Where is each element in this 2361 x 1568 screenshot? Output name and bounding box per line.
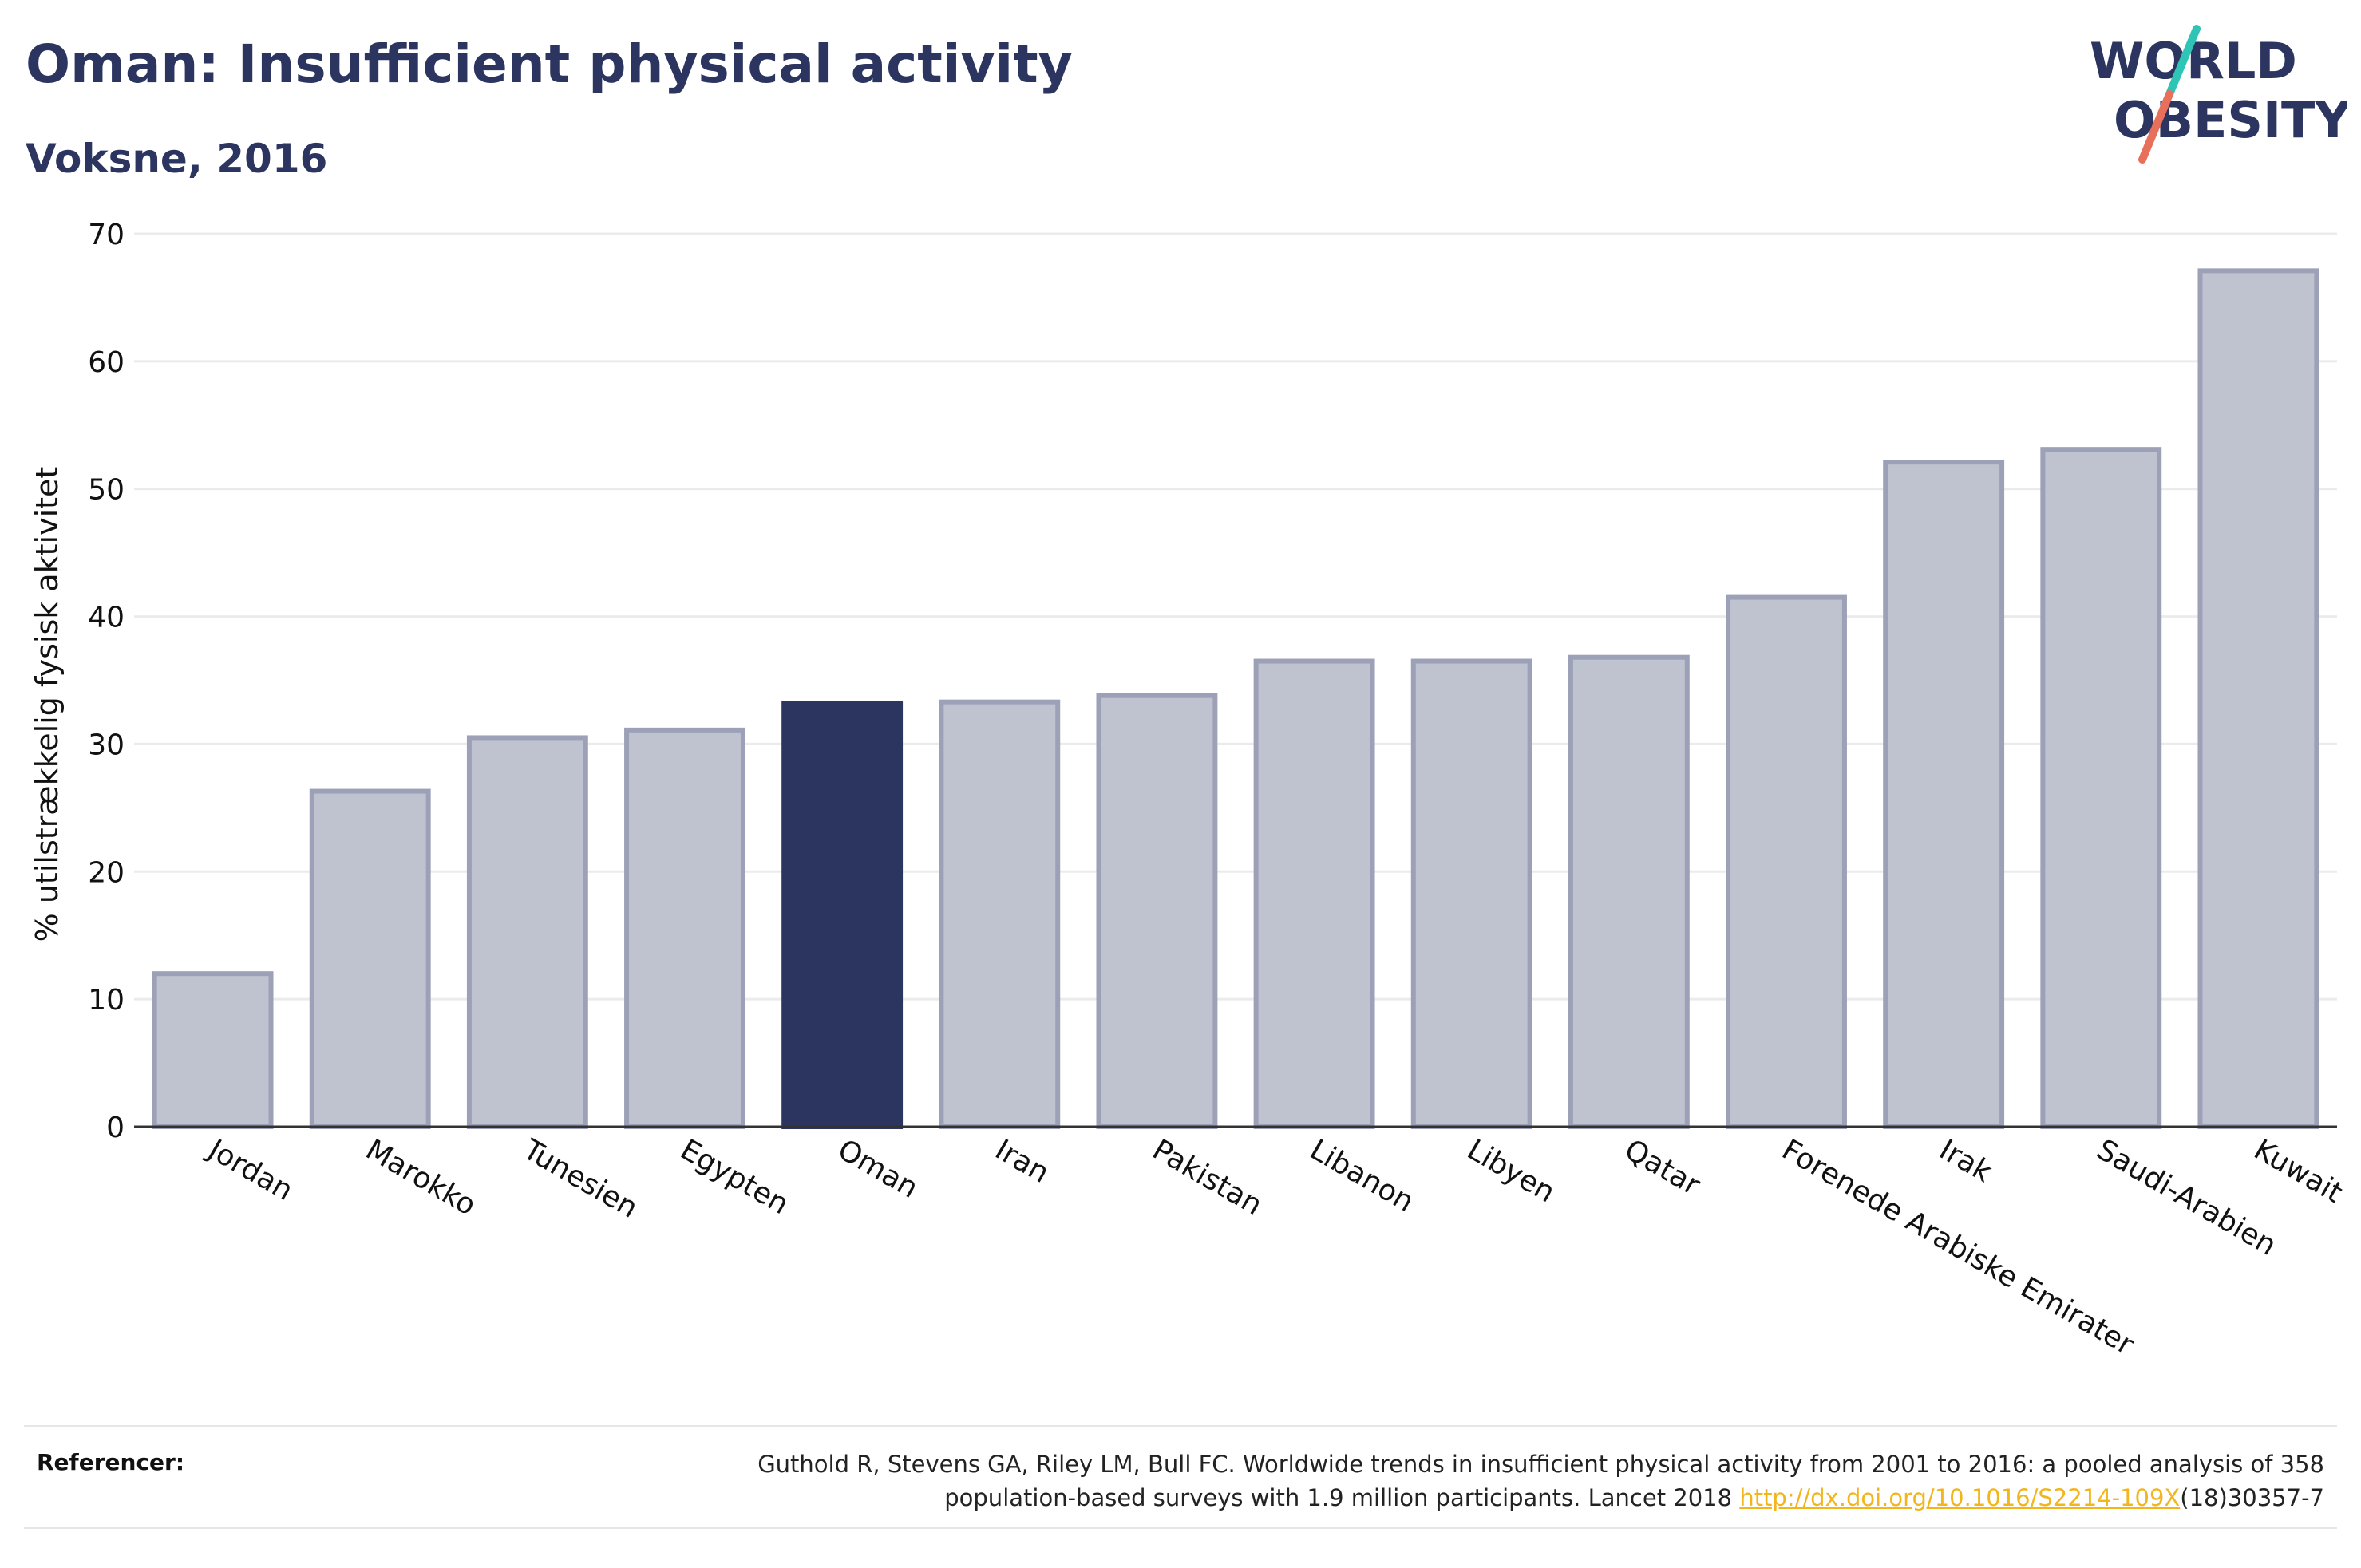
y-tick-label: 40	[88, 602, 125, 634]
bar-chart: 0 10 20 30 40 50 60 70 Jordan Marokko Tunesien Egy…	[30, 219, 2348, 1361]
x-tick-label: Iran	[990, 1133, 1054, 1190]
logo-slash-teal	[2165, 25, 2201, 98]
bars	[152, 268, 2319, 1130]
logo-slash-coral	[2138, 90, 2173, 164]
chart-title: Oman: Insufficient physical activity	[26, 34, 1073, 95]
x-tick-label: Pakistan	[1147, 1133, 1268, 1222]
references-panel: Referencer: Guthold R, Stevens GA, Riley…	[24, 1425, 2337, 1529]
bar-qatar	[1568, 654, 1690, 1129]
y-tick-label: 50	[88, 474, 125, 507]
bar-forenede-arabiske-emirater	[1726, 594, 1847, 1129]
references-text: Guthold R, Stevens GA, Riley LM, Bull FC…	[488, 1448, 2324, 1515]
bar-tunesien	[466, 735, 588, 1130]
x-tick-label: Kuwait	[2248, 1133, 2348, 1210]
x-tick-label: Irak	[1934, 1133, 1998, 1189]
x-tick-label: Tunesien	[516, 1133, 643, 1225]
y-tick-label: 60	[88, 346, 125, 379]
bar-pakistan	[1096, 693, 1218, 1129]
x-tick-label: Qatar	[1619, 1133, 1705, 1202]
chart-subtitle: Voksne, 2016	[26, 136, 328, 182]
y-tick-label: 10	[88, 984, 125, 1017]
x-tick-label: Marokko	[360, 1133, 481, 1222]
bar-jordan	[152, 971, 274, 1129]
x-tick-label: Egypten	[675, 1133, 794, 1221]
reference-doi-link[interactable]: http://dx.doi.org/10.1016/S2214-109X	[1739, 1484, 2181, 1511]
reference-line-1: Guthold R, Stevens GA, Riley LM, Bull FC…	[757, 1451, 2324, 1478]
x-tick-label: Libanon	[1304, 1133, 1419, 1218]
y-tick-label: 70	[88, 219, 125, 251]
reference-line-2-end: (18)30357-7	[2180, 1484, 2324, 1511]
y-tick-label: 30	[88, 729, 125, 761]
y-axis-ticks: 0 10 20 30 40 50 60 70	[88, 219, 125, 1144]
bar-egypten	[624, 727, 745, 1129]
y-axis-title: % utilstrækkelig fysisk aktivitet	[30, 467, 65, 942]
references-label: Referencer:	[37, 1449, 185, 1475]
x-tick-label: Jordan	[201, 1132, 298, 1207]
bar-irak	[1883, 460, 2005, 1129]
grid-lines	[134, 232, 2337, 1001]
x-tick-label: Libyen	[1461, 1133, 1560, 1209]
y-tick-label: 20	[88, 856, 125, 889]
bar-iran	[939, 699, 1061, 1129]
bar-marokko	[309, 788, 431, 1130]
world-obesity-logo: WORLD OBESITY	[2090, 25, 2347, 164]
bar-libyen	[1410, 658, 1532, 1129]
bar-saudi-arabien	[2040, 447, 2162, 1129]
bar-oman	[781, 701, 904, 1129]
x-axis-labels: Jordan Marokko Tunesien Egypten Oman Iran Paki…	[201, 1132, 2347, 1361]
bar-libanon	[1253, 658, 1375, 1129]
y-tick-label: 0	[106, 1112, 125, 1144]
bar-kuwait	[2197, 268, 2319, 1130]
reference-line-2: population-based surveys with 1.9 millio…	[944, 1484, 1740, 1511]
x-tick-label: Oman	[832, 1133, 923, 1205]
